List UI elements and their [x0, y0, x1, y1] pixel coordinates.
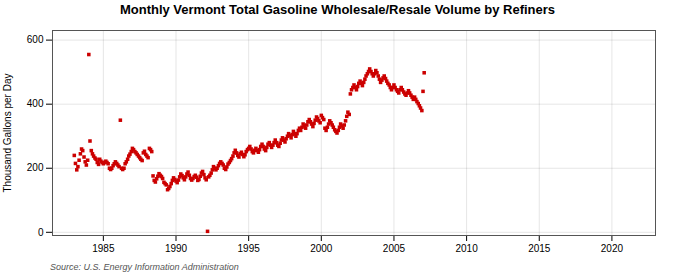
html-text:Source: U.S. Energy Informatio: Source: U.S. Energy Information Administ… — [50, 262, 239, 272]
svg-text:Thousand Gallons per Day: Thousand Gallons per Day — [2, 74, 13, 193]
svg-text:2000: 2000 — [310, 243, 333, 254]
html-text:Monthly Vermont Total Gasoline: Monthly Vermont Total Gasoline Wholesale… — [119, 2, 556, 17]
svg-text:600: 600 — [27, 34, 44, 45]
svg-text:2020: 2020 — [601, 243, 624, 254]
svg-text:400: 400 — [27, 98, 44, 109]
svg-text:0: 0 — [38, 226, 44, 237]
svg-text:200: 200 — [27, 162, 44, 173]
svg-text:2015: 2015 — [528, 243, 551, 254]
svg-text:1985: 1985 — [92, 243, 115, 254]
svg-text:1990: 1990 — [165, 243, 188, 254]
svg-text:1995: 1995 — [238, 243, 261, 254]
svg-text:2010: 2010 — [455, 243, 478, 254]
svg-text:2005: 2005 — [383, 243, 406, 254]
